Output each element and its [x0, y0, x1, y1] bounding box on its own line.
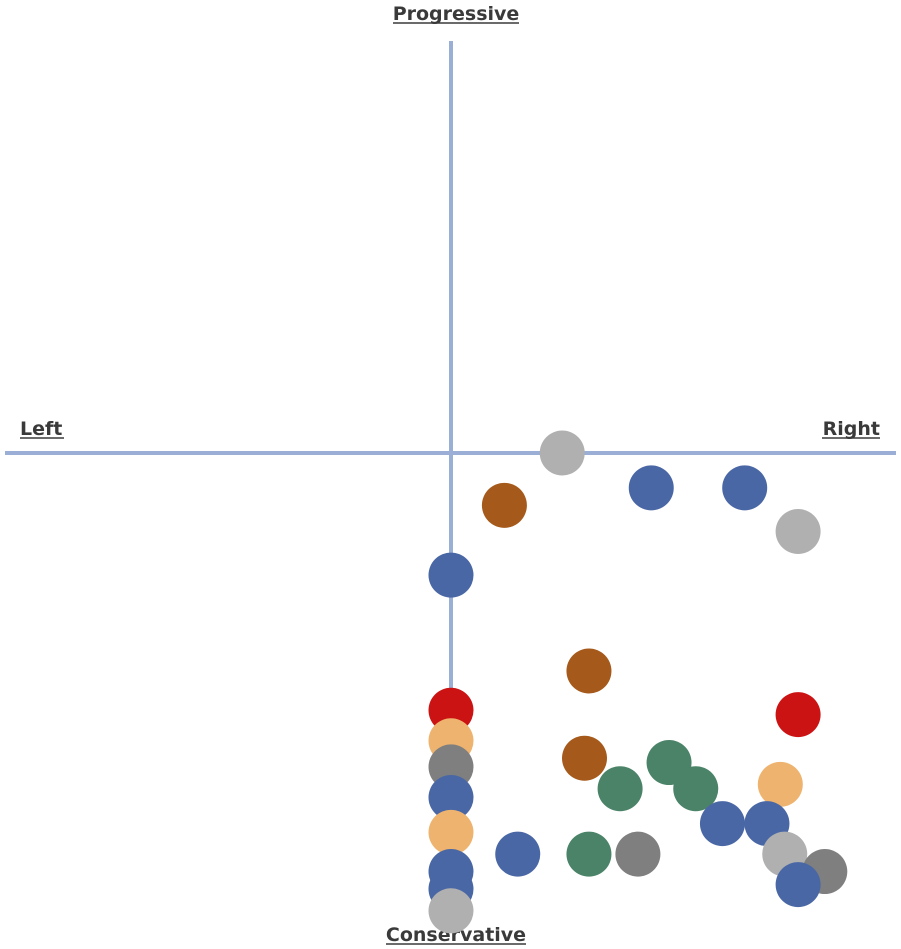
data-point-16	[757, 761, 803, 807]
data-point-29	[428, 888, 474, 934]
data-point-15	[673, 766, 719, 812]
data-point-12	[562, 735, 607, 781]
data-point-23	[615, 831, 661, 877]
data-point-5	[775, 508, 821, 554]
data-points	[428, 430, 848, 934]
data-point-27	[775, 862, 821, 908]
data-point-9	[775, 692, 821, 738]
axis-label-right: Right	[823, 418, 880, 440]
data-point-6	[428, 552, 474, 598]
axis-label-left: Left	[20, 418, 62, 440]
data-point-18	[699, 801, 745, 847]
axis-label-progressive: Progressive	[393, 3, 520, 25]
data-point-2	[481, 482, 527, 528]
axis-label-conservative: Conservative	[386, 924, 526, 946]
data-point-22	[566, 831, 612, 877]
data-point-17	[428, 774, 474, 820]
data-point-21	[495, 831, 541, 877]
data-point-7	[566, 648, 612, 694]
data-point-20	[428, 809, 474, 855]
data-point-14	[597, 766, 643, 812]
data-point-3	[628, 465, 674, 511]
data-point-1	[539, 430, 585, 476]
data-point-4	[722, 465, 768, 511]
